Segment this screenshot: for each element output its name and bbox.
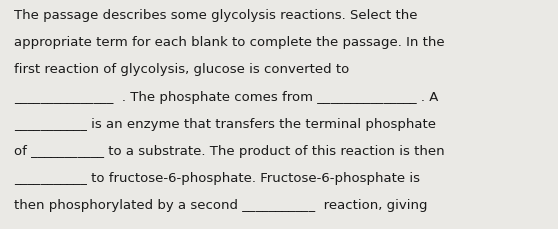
Text: appropriate term for each blank to complete the passage. In the: appropriate term for each blank to compl… (14, 36, 445, 49)
Text: ___________ to fructose-6-phosphate. Fructose-6-phosphate is: ___________ to fructose-6-phosphate. Fru… (14, 171, 420, 184)
Text: The passage describes some glycolysis reactions. Select the: The passage describes some glycolysis re… (14, 9, 417, 22)
Text: first reaction of glycolysis, glucose is converted to: first reaction of glycolysis, glucose is… (14, 63, 349, 76)
Text: of ___________ to a substrate. The product of this reaction is then: of ___________ to a substrate. The produ… (14, 144, 445, 157)
Text: ___________ .: ___________ . (14, 225, 95, 229)
Text: ___________ is an enzyme that transfers the terminal phosphate: ___________ is an enzyme that transfers … (14, 117, 436, 130)
Text: then phosphorylated by a second ___________  reaction, giving: then phosphorylated by a second ________… (14, 198, 427, 211)
Text: _______________  . The phosphate comes from _______________ . A: _______________ . The phosphate comes fr… (14, 90, 439, 103)
